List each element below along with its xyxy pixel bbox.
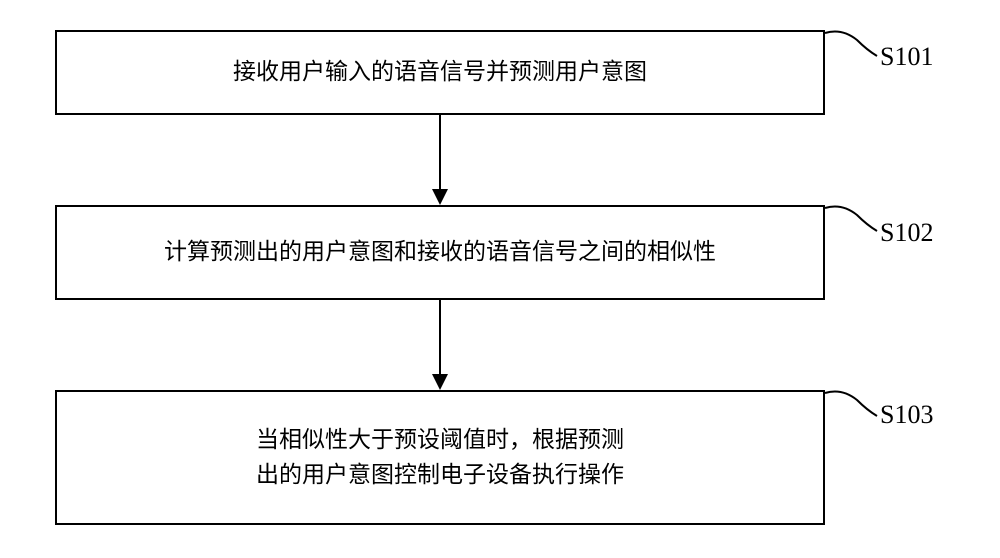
arrow-s102-s103 xyxy=(439,300,441,374)
connector-s102 xyxy=(822,203,880,238)
node-text: 接收用户输入的语音信号并预测用户意图 xyxy=(233,55,647,90)
arrow-head xyxy=(432,189,448,205)
node-text: 计算预测出的用户意图和接收的语音信号之间的相似性 xyxy=(164,235,716,270)
connector-s101 xyxy=(822,28,880,63)
flowchart-node-s103: 当相似性大于预设阈值时，根据预测 出的用户意图控制电子设备执行操作 xyxy=(55,390,825,525)
flowchart-node-s101: 接收用户输入的语音信号并预测用户意图 xyxy=(55,30,825,115)
node-label-s102: S102 xyxy=(880,218,933,248)
connector-s103 xyxy=(822,388,880,423)
arrow-head xyxy=(432,374,448,390)
node-label-s101: S101 xyxy=(880,42,933,72)
arrow-s101-s102 xyxy=(439,115,441,189)
flowchart-container: 接收用户输入的语音信号并预测用户意图 S101 计算预测出的用户意图和接收的语音… xyxy=(0,0,1000,558)
flowchart-node-s102: 计算预测出的用户意图和接收的语音信号之间的相似性 xyxy=(55,205,825,300)
node-label-s103: S103 xyxy=(880,400,933,430)
node-text: 当相似性大于预设阈值时，根据预测 出的用户意图控制电子设备执行操作 xyxy=(256,423,624,492)
